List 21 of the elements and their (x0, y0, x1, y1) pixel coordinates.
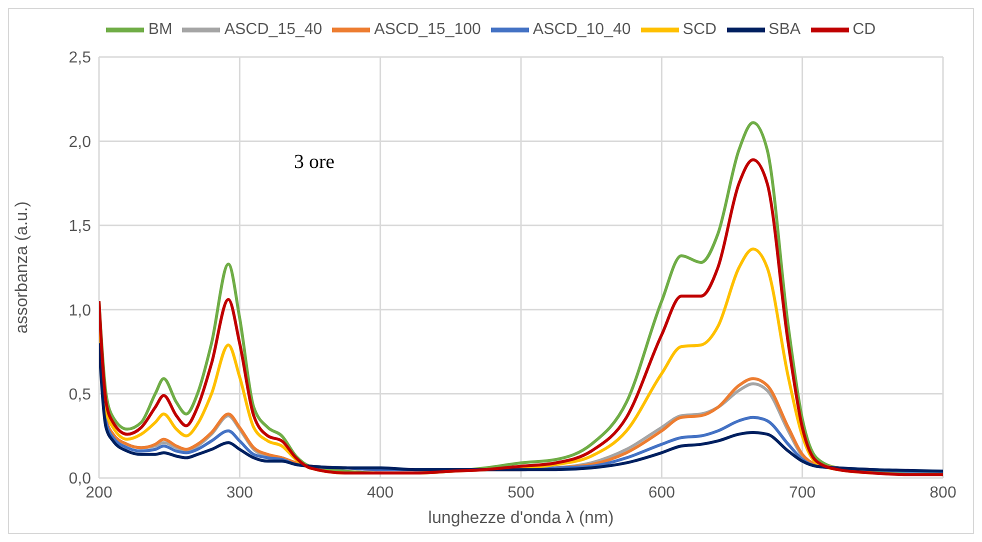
y-tick-label: 2,0 (68, 134, 92, 151)
legend-label: ASCD_15_100 (374, 21, 481, 38)
x-tick-label: 600 (648, 484, 676, 502)
x-tick-label: 700 (788, 484, 816, 502)
y-tick-label: 0,5 (68, 386, 92, 404)
legend-label: SCD (682, 21, 717, 38)
legend-label: CD (852, 21, 876, 38)
x-axis-title: lunghezze d'onda λ (nm) (428, 508, 614, 527)
y-axis-title: assorbanza (a.u.) (12, 201, 32, 334)
x-tick-label: 400 (366, 484, 394, 502)
y-tick-label: 1,0 (68, 302, 92, 320)
legend-label: BM (148, 21, 172, 38)
y-tick-label: 2,5 (68, 50, 92, 67)
y-tick-label: 1,5 (68, 218, 92, 236)
x-tick-label: 800 (930, 484, 956, 502)
annotation: 3 ore (294, 151, 335, 174)
legend-label: ASCD_15_40 (224, 21, 322, 38)
legend-label: ASCD_10_40 (532, 21, 631, 38)
x-tick-label: 500 (508, 484, 534, 502)
x-tick-label: 300 (226, 484, 254, 502)
legend-label: SBA (768, 21, 801, 38)
